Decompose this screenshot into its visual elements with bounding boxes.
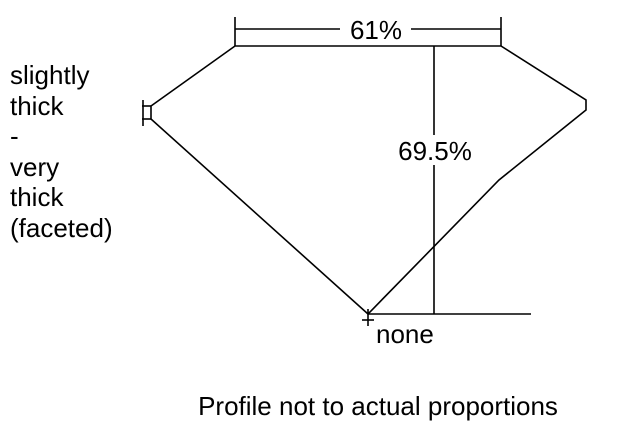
depth-percent-label: 69.5% (398, 136, 472, 166)
girdle-line: very (10, 151, 60, 182)
culet-label: none (376, 319, 434, 349)
girdle-line: slightly (10, 60, 90, 90)
gem-outline (150, 45, 587, 316)
table-percent-label: 61% (350, 15, 402, 45)
girdle-thickness-label: slightly thick - very thick (faceted) (10, 60, 113, 243)
girdle-line: (faceted) (10, 212, 113, 243)
footnote: Profile not to actual proportions (198, 391, 558, 421)
girdle-line: - (10, 121, 19, 151)
girdle-line: thick (10, 182, 64, 212)
girdle-line: thick (10, 90, 64, 121)
